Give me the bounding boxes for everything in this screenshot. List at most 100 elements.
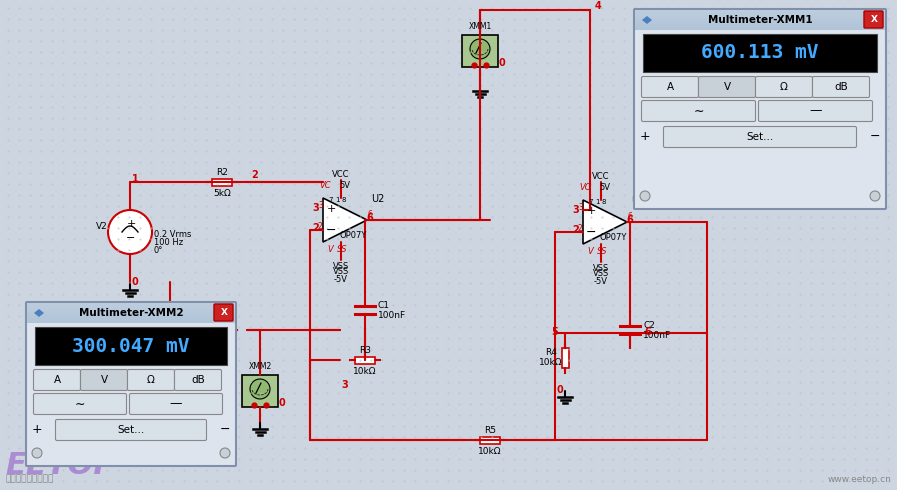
Bar <box>27 322 235 323</box>
Text: 8: 8 <box>601 199 605 205</box>
Text: −: − <box>126 233 135 243</box>
Text: 10kΩ: 10kΩ <box>478 446 501 456</box>
Bar <box>212 178 232 186</box>
Bar <box>242 375 278 407</box>
Text: www.eetop.cn: www.eetop.cn <box>828 474 892 484</box>
Text: U1: U1 <box>631 196 644 206</box>
Bar <box>635 10 885 11</box>
Text: V: V <box>327 245 333 254</box>
Text: −: − <box>220 422 231 436</box>
Text: VC: VC <box>319 181 331 190</box>
Text: A: A <box>54 375 61 385</box>
Text: +: + <box>126 219 135 229</box>
Text: 0: 0 <box>499 58 505 68</box>
Text: 6: 6 <box>627 215 633 225</box>
Bar <box>355 357 375 364</box>
Text: VSS: VSS <box>593 269 609 278</box>
Text: OP07Y: OP07Y <box>599 233 627 242</box>
Bar <box>635 16 885 17</box>
Polygon shape <box>323 198 367 242</box>
Bar <box>635 15 885 16</box>
Bar <box>27 314 235 315</box>
FancyBboxPatch shape <box>634 9 886 209</box>
Bar <box>462 35 498 67</box>
Polygon shape <box>642 16 652 24</box>
Text: 3: 3 <box>578 203 583 212</box>
Text: A: A <box>666 82 674 92</box>
Text: 5kΩ: 5kΩ <box>213 189 231 197</box>
Text: 3: 3 <box>572 205 579 215</box>
Text: V: V <box>588 247 593 256</box>
Bar <box>27 303 235 323</box>
Circle shape <box>870 191 880 201</box>
Polygon shape <box>583 200 627 244</box>
Text: OP07Y: OP07Y <box>339 231 367 240</box>
FancyBboxPatch shape <box>175 369 222 391</box>
Circle shape <box>108 210 152 254</box>
Text: V2: V2 <box>96 222 108 231</box>
Text: 7: 7 <box>328 197 333 203</box>
Bar <box>27 313 235 314</box>
FancyBboxPatch shape <box>129 393 222 415</box>
Text: C2: C2 <box>643 320 655 329</box>
Text: Multimeter-XMM2: Multimeter-XMM2 <box>79 308 183 318</box>
FancyBboxPatch shape <box>755 76 813 98</box>
Text: −: − <box>326 223 336 237</box>
Text: SS: SS <box>337 245 347 254</box>
Text: Ω: Ω <box>147 375 155 385</box>
Text: Multimeter-XMM1: Multimeter-XMM1 <box>708 15 813 25</box>
Bar <box>27 320 235 321</box>
Bar <box>27 309 235 310</box>
Polygon shape <box>34 309 44 317</box>
Text: 2: 2 <box>318 222 323 231</box>
Text: dB: dB <box>834 82 848 92</box>
Text: —: — <box>170 397 182 411</box>
Text: Set...: Set... <box>118 425 144 435</box>
Text: VCC: VCC <box>332 170 350 178</box>
Text: 0: 0 <box>132 277 138 287</box>
Text: 2: 2 <box>252 170 258 180</box>
Text: 2: 2 <box>572 225 579 235</box>
Text: 1: 1 <box>132 174 138 184</box>
Bar <box>635 25 885 26</box>
Bar <box>27 305 235 306</box>
Text: Ω: Ω <box>780 82 788 92</box>
Circle shape <box>250 379 270 399</box>
Bar <box>27 315 235 316</box>
Text: 10kΩ: 10kΩ <box>210 337 234 345</box>
Text: 10kΩ: 10kΩ <box>539 358 562 367</box>
Text: +: + <box>31 422 42 436</box>
FancyBboxPatch shape <box>641 76 699 98</box>
FancyBboxPatch shape <box>26 302 236 466</box>
Bar <box>635 19 885 20</box>
Circle shape <box>220 448 230 458</box>
Bar <box>27 303 235 304</box>
Text: —: — <box>809 104 822 118</box>
Bar <box>643 34 877 72</box>
Bar <box>27 321 235 322</box>
Bar <box>27 311 235 312</box>
FancyBboxPatch shape <box>127 369 175 391</box>
Text: V: V <box>724 82 730 92</box>
Bar <box>27 319 235 320</box>
Text: XMM1: XMM1 <box>468 22 492 31</box>
Text: VSS: VSS <box>593 264 609 272</box>
Bar <box>27 304 235 305</box>
Text: ∼: ∼ <box>693 104 704 118</box>
Text: +: + <box>327 204 335 214</box>
Text: 6: 6 <box>368 210 373 219</box>
Text: X: X <box>221 308 228 317</box>
Bar <box>635 23 885 24</box>
Text: +: + <box>587 206 596 216</box>
FancyBboxPatch shape <box>33 393 126 415</box>
Bar <box>635 20 885 21</box>
Text: ∼: ∼ <box>74 397 85 411</box>
FancyBboxPatch shape <box>56 419 206 441</box>
Text: VSS: VSS <box>333 267 349 276</box>
Bar <box>27 317 235 318</box>
Circle shape <box>640 191 650 201</box>
Text: 6: 6 <box>628 212 633 221</box>
Text: XMM2: XMM2 <box>248 362 272 371</box>
Bar <box>635 24 885 25</box>
Text: C1: C1 <box>378 300 390 310</box>
